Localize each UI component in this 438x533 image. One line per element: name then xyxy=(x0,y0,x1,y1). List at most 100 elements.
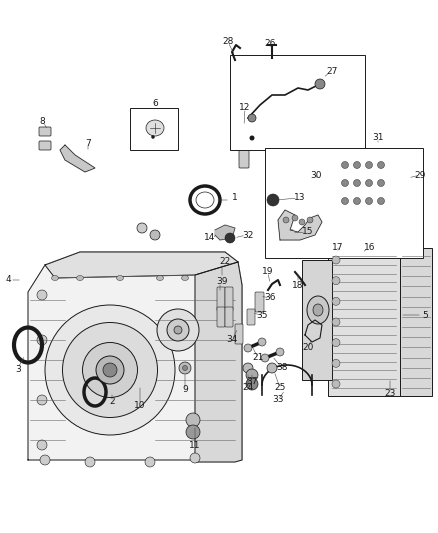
Ellipse shape xyxy=(250,135,254,141)
Ellipse shape xyxy=(353,180,360,187)
Text: 14: 14 xyxy=(204,233,215,243)
Ellipse shape xyxy=(353,198,360,205)
Text: 23: 23 xyxy=(384,389,396,398)
Text: 28: 28 xyxy=(223,37,234,46)
Ellipse shape xyxy=(287,230,294,237)
Text: 30: 30 xyxy=(310,171,322,180)
Ellipse shape xyxy=(103,363,117,377)
Text: 13: 13 xyxy=(294,193,306,203)
Ellipse shape xyxy=(82,343,138,398)
FancyBboxPatch shape xyxy=(217,287,225,311)
Ellipse shape xyxy=(52,276,59,280)
Text: 38: 38 xyxy=(276,364,288,373)
Ellipse shape xyxy=(307,217,313,223)
Ellipse shape xyxy=(150,230,160,240)
FancyBboxPatch shape xyxy=(239,121,249,168)
FancyBboxPatch shape xyxy=(39,127,51,136)
Ellipse shape xyxy=(378,180,385,187)
Text: 16: 16 xyxy=(364,244,376,253)
Ellipse shape xyxy=(145,457,155,467)
Text: 22: 22 xyxy=(219,257,231,266)
Text: 9: 9 xyxy=(182,385,188,394)
Polygon shape xyxy=(278,210,322,240)
Ellipse shape xyxy=(186,413,200,427)
FancyBboxPatch shape xyxy=(235,324,243,344)
Text: 32: 32 xyxy=(242,230,254,239)
Ellipse shape xyxy=(283,217,289,223)
Polygon shape xyxy=(215,225,235,240)
Bar xyxy=(302,260,332,380)
Ellipse shape xyxy=(77,276,84,280)
Text: 29: 29 xyxy=(414,171,426,180)
Ellipse shape xyxy=(315,79,325,89)
Ellipse shape xyxy=(313,304,323,316)
Ellipse shape xyxy=(332,297,340,305)
Ellipse shape xyxy=(37,440,47,450)
Text: 35: 35 xyxy=(256,311,268,319)
Text: 25: 25 xyxy=(274,384,286,392)
Ellipse shape xyxy=(243,363,253,373)
Ellipse shape xyxy=(181,276,188,280)
Ellipse shape xyxy=(45,305,175,435)
Text: 17: 17 xyxy=(332,244,344,253)
Ellipse shape xyxy=(299,219,305,225)
Text: 21: 21 xyxy=(252,353,264,362)
Bar xyxy=(265,148,423,258)
Ellipse shape xyxy=(353,161,360,168)
Ellipse shape xyxy=(157,309,199,351)
Ellipse shape xyxy=(365,198,372,205)
Ellipse shape xyxy=(261,354,269,362)
Ellipse shape xyxy=(146,120,164,136)
Text: 27: 27 xyxy=(326,68,338,77)
Ellipse shape xyxy=(37,395,47,405)
Ellipse shape xyxy=(179,362,191,374)
Ellipse shape xyxy=(276,348,284,356)
Polygon shape xyxy=(60,145,95,172)
Text: 2: 2 xyxy=(109,398,115,407)
Bar xyxy=(328,248,400,396)
Ellipse shape xyxy=(332,277,340,285)
FancyBboxPatch shape xyxy=(225,287,233,311)
Text: 18: 18 xyxy=(292,280,304,289)
Ellipse shape xyxy=(167,319,189,341)
Ellipse shape xyxy=(365,161,372,168)
Text: 4: 4 xyxy=(5,276,11,285)
FancyBboxPatch shape xyxy=(247,309,255,325)
Ellipse shape xyxy=(267,363,277,373)
Ellipse shape xyxy=(37,290,47,300)
Text: 39: 39 xyxy=(216,278,228,287)
Ellipse shape xyxy=(96,356,124,384)
Ellipse shape xyxy=(186,425,200,439)
Text: 12: 12 xyxy=(239,103,251,112)
Polygon shape xyxy=(28,252,242,460)
Ellipse shape xyxy=(342,198,349,205)
Ellipse shape xyxy=(156,276,163,280)
Bar xyxy=(230,55,365,150)
Ellipse shape xyxy=(225,233,235,243)
Text: 8: 8 xyxy=(39,117,45,126)
Text: 20: 20 xyxy=(302,343,314,352)
Ellipse shape xyxy=(85,457,95,467)
FancyBboxPatch shape xyxy=(225,307,233,327)
Ellipse shape xyxy=(332,318,340,326)
Ellipse shape xyxy=(174,326,182,334)
Ellipse shape xyxy=(246,369,258,381)
Text: 26: 26 xyxy=(264,38,276,47)
FancyBboxPatch shape xyxy=(255,292,264,312)
Ellipse shape xyxy=(292,215,298,221)
Text: 3: 3 xyxy=(15,366,21,375)
Text: 15: 15 xyxy=(302,228,314,237)
Text: 6: 6 xyxy=(152,99,158,108)
Text: 19: 19 xyxy=(262,268,274,277)
Polygon shape xyxy=(195,262,242,462)
Ellipse shape xyxy=(342,180,349,187)
Ellipse shape xyxy=(248,114,256,122)
Ellipse shape xyxy=(267,194,279,206)
Ellipse shape xyxy=(332,338,340,346)
Ellipse shape xyxy=(307,296,329,324)
Ellipse shape xyxy=(342,161,349,168)
Text: 7: 7 xyxy=(85,139,91,148)
Ellipse shape xyxy=(117,276,124,280)
Text: 11: 11 xyxy=(189,440,201,449)
Text: 1: 1 xyxy=(232,193,238,203)
